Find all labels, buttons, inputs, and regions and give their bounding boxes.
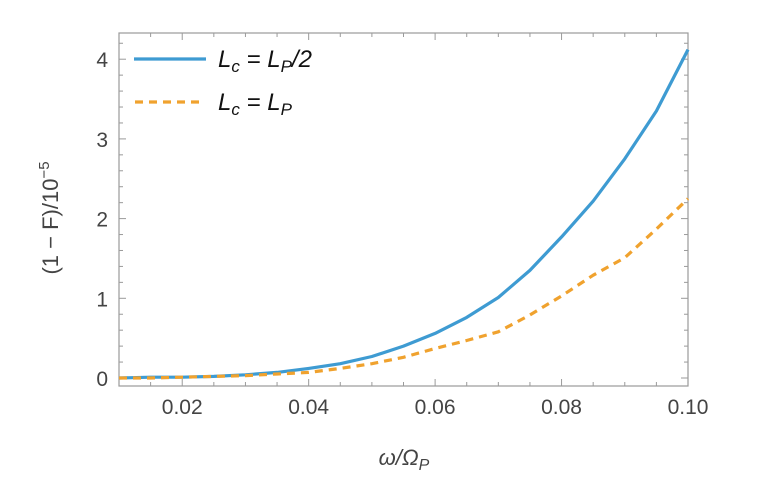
y-tick-label: 0 <box>96 368 108 391</box>
x-axis-label: ω/ΩP <box>379 445 430 474</box>
y-tick-labels: 0 1 2 3 4 <box>96 49 108 391</box>
legend: Lc = LP/2 Lc = LP <box>134 46 312 119</box>
y-axis-label: (1 − F)/10−5 <box>36 161 63 274</box>
series-lc-full-line <box>119 197 690 380</box>
legend-item-lc-full: Lc = LP <box>135 89 293 119</box>
plot-frame <box>118 32 689 387</box>
data-series <box>118 48 690 380</box>
x-tick-label: 0.04 <box>288 396 329 419</box>
x-tick-label: 0.06 <box>415 396 456 419</box>
y-tick-label: 3 <box>96 129 108 152</box>
legend-item-lc-half: Lc = LP/2 <box>134 46 312 76</box>
x-tick-label: 0.02 <box>162 396 203 419</box>
x-tick-label: 0.10 <box>668 396 709 419</box>
y-tick-label: 4 <box>96 49 108 72</box>
axis-ticks <box>118 33 689 386</box>
y-tick-label: 2 <box>96 209 108 232</box>
series-lc-half-line <box>118 48 690 380</box>
x-tick-label: 0.08 <box>541 396 582 419</box>
plot-frame-rect <box>118 32 689 387</box>
legend-label: Lc = LP/2 <box>218 46 312 76</box>
y-tick-label: 1 <box>96 288 108 311</box>
x-tick-labels: 0.02 0.04 0.06 0.08 0.10 <box>162 396 709 419</box>
legend-label: Lc = LP <box>218 89 293 119</box>
